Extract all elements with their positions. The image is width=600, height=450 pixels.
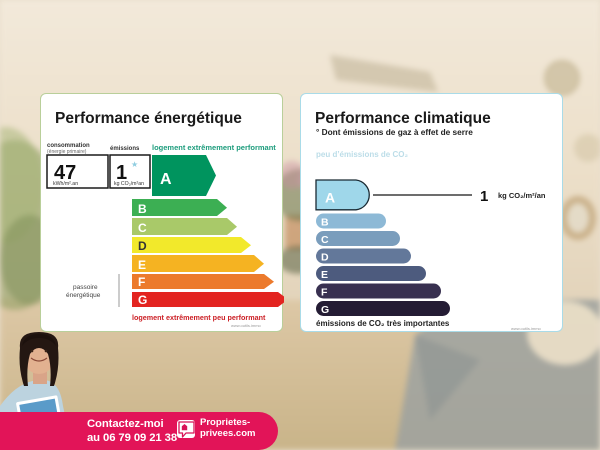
svg-text:logement extrêmement peu perfo: logement extrêmement peu performant	[132, 313, 266, 322]
svg-text:logement extrêmement performan: logement extrêmement performant	[152, 143, 276, 152]
svg-text:D: D	[321, 251, 329, 263]
svg-text:E: E	[321, 269, 328, 281]
svg-text:F: F	[321, 286, 328, 298]
svg-text:kg CO₂/m²an: kg CO₂/m²an	[114, 181, 144, 187]
svg-text:kWh/m².an: kWh/m².an	[53, 181, 78, 187]
svg-text:1: 1	[480, 188, 488, 205]
svg-text:peu d’émissions de CO₂: peu d’émissions de CO₂	[316, 150, 408, 159]
svg-text:A: A	[325, 190, 335, 206]
svg-text:C: C	[321, 234, 329, 246]
svg-text:A: A	[160, 171, 172, 188]
svg-text:émissions de CO₂ très importan: émissions de CO₂ très importantes	[316, 319, 450, 328]
svg-text:énergétique: énergétique	[66, 292, 101, 299]
svg-text:° Dont émissions de gaz à effe: ° Dont émissions de gaz à effet de serre	[316, 127, 473, 137]
svg-text:★: ★	[131, 160, 138, 169]
svg-text:F: F	[138, 275, 145, 289]
svg-text:B: B	[138, 202, 147, 216]
svg-text:D: D	[138, 239, 147, 253]
svg-text:(énergie primaire): (énergie primaire)	[47, 149, 87, 155]
svg-text:C: C	[138, 221, 147, 235]
svg-text:www.outils.immo: www.outils.immo	[511, 326, 542, 331]
svg-text:passoire: passoire	[73, 284, 98, 291]
svg-text:B: B	[321, 216, 329, 228]
svg-text:www.outils.immo: www.outils.immo	[231, 323, 262, 328]
svg-text:émissions: émissions	[110, 146, 140, 152]
svg-text:E: E	[138, 258, 146, 272]
svg-text:G: G	[321, 304, 329, 316]
svg-text:kg CO₂/m²/an: kg CO₂/m²/an	[498, 191, 546, 200]
svg-text:G: G	[138, 293, 147, 307]
